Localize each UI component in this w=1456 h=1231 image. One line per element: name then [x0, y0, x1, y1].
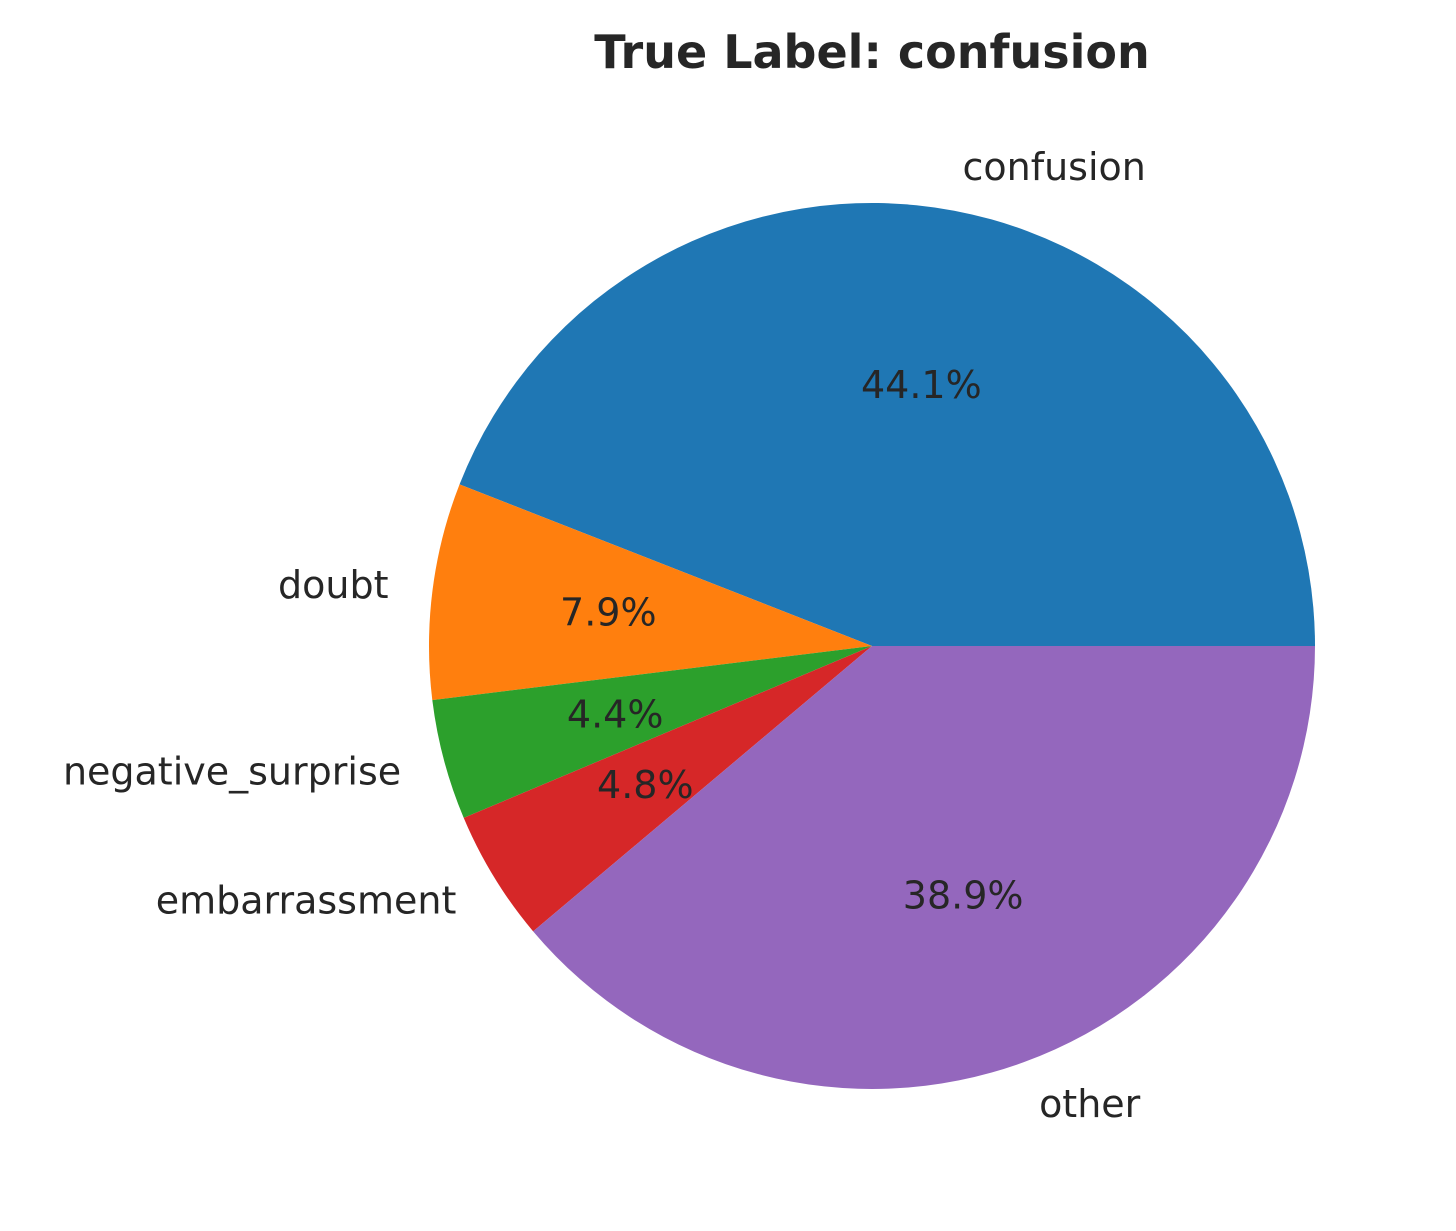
pie-slice-embarrassment [463, 646, 872, 932]
slice-label-confusion: confusion [962, 145, 1145, 189]
slice-label-other: other [1039, 1082, 1141, 1126]
pie-labels: confusion 44.1% doubt 7.9% negative_surprise… [63, 145, 1146, 1126]
pct-label-negative-surprise: 4.4% [567, 692, 664, 736]
pie-slice-negative-surprise [432, 646, 872, 818]
pie-slice-other [533, 646, 1315, 1089]
pie-slice-doubt [429, 484, 872, 701]
slice-label-embarrassment: embarrassment [156, 878, 457, 922]
pct-label-other: 38.9% [903, 874, 1024, 918]
pct-label-embarrassment: 4.8% [597, 763, 694, 807]
slice-label-doubt: doubt [278, 563, 388, 607]
chart-title: True Label: confusion [594, 25, 1150, 79]
pct-label-confusion: 44.1% [861, 363, 982, 407]
pct-label-doubt: 7.9% [560, 591, 657, 635]
pie-slices [429, 203, 1315, 1089]
pie-slice-confusion [459, 203, 1315, 647]
slice-label-negative-surprise: negative_surprise [63, 750, 401, 794]
